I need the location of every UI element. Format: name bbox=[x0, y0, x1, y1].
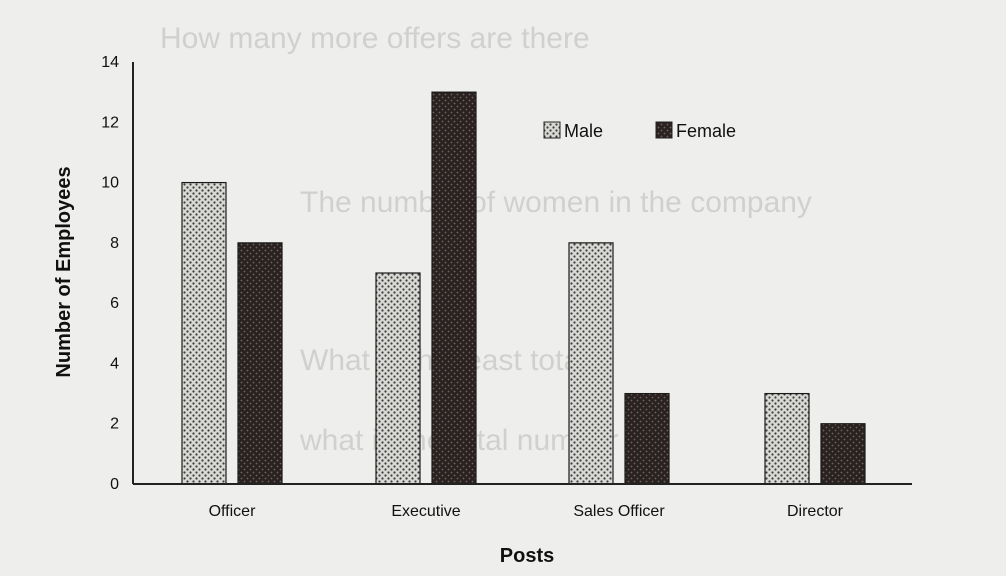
legend-swatch-male bbox=[543, 121, 561, 139]
background-text-line: The number of women in the company bbox=[300, 186, 812, 219]
bar-female-sales-officer bbox=[624, 392, 670, 485]
y-tick-label: 10 bbox=[101, 175, 119, 192]
x-axis-title: Posts bbox=[500, 545, 554, 567]
y-axis-ticks: 0 2 4 6 8 10 12 14 bbox=[101, 54, 119, 493]
x-category-label: Executive bbox=[391, 503, 460, 520]
bar-female-officer bbox=[237, 242, 283, 485]
y-tick-label: 0 bbox=[110, 476, 119, 493]
legend-label-female: Female bbox=[676, 121, 736, 141]
bar-male-executive bbox=[375, 272, 421, 485]
legend-swatch-female bbox=[655, 121, 673, 139]
x-category-label: Sales Officer bbox=[573, 503, 665, 520]
y-tick-label: 2 bbox=[110, 416, 119, 433]
x-category-label: Officer bbox=[209, 503, 257, 520]
y-tick-label: 6 bbox=[110, 295, 119, 312]
bar-female-executive bbox=[431, 91, 477, 485]
bar-male-officer bbox=[181, 181, 227, 485]
bar-male-sales-officer bbox=[568, 242, 614, 485]
y-tick-label: 8 bbox=[110, 235, 119, 252]
legend: Male Female bbox=[543, 121, 736, 141]
x-category-label: Director bbox=[787, 503, 844, 520]
y-axis-title: Number of Employees bbox=[53, 166, 75, 377]
bar-female-director bbox=[820, 423, 866, 485]
bar-male-director bbox=[764, 392, 810, 485]
legend-label-male: Male bbox=[564, 121, 603, 141]
y-tick-label: 12 bbox=[101, 114, 119, 131]
bars-group bbox=[181, 91, 866, 485]
y-tick-label: 4 bbox=[110, 355, 119, 372]
y-tick-label: 14 bbox=[101, 54, 119, 71]
x-axis-categories: Officer Executive Sales Officer Director bbox=[209, 503, 844, 520]
background-text-line: How many more offers are there bbox=[160, 22, 590, 55]
